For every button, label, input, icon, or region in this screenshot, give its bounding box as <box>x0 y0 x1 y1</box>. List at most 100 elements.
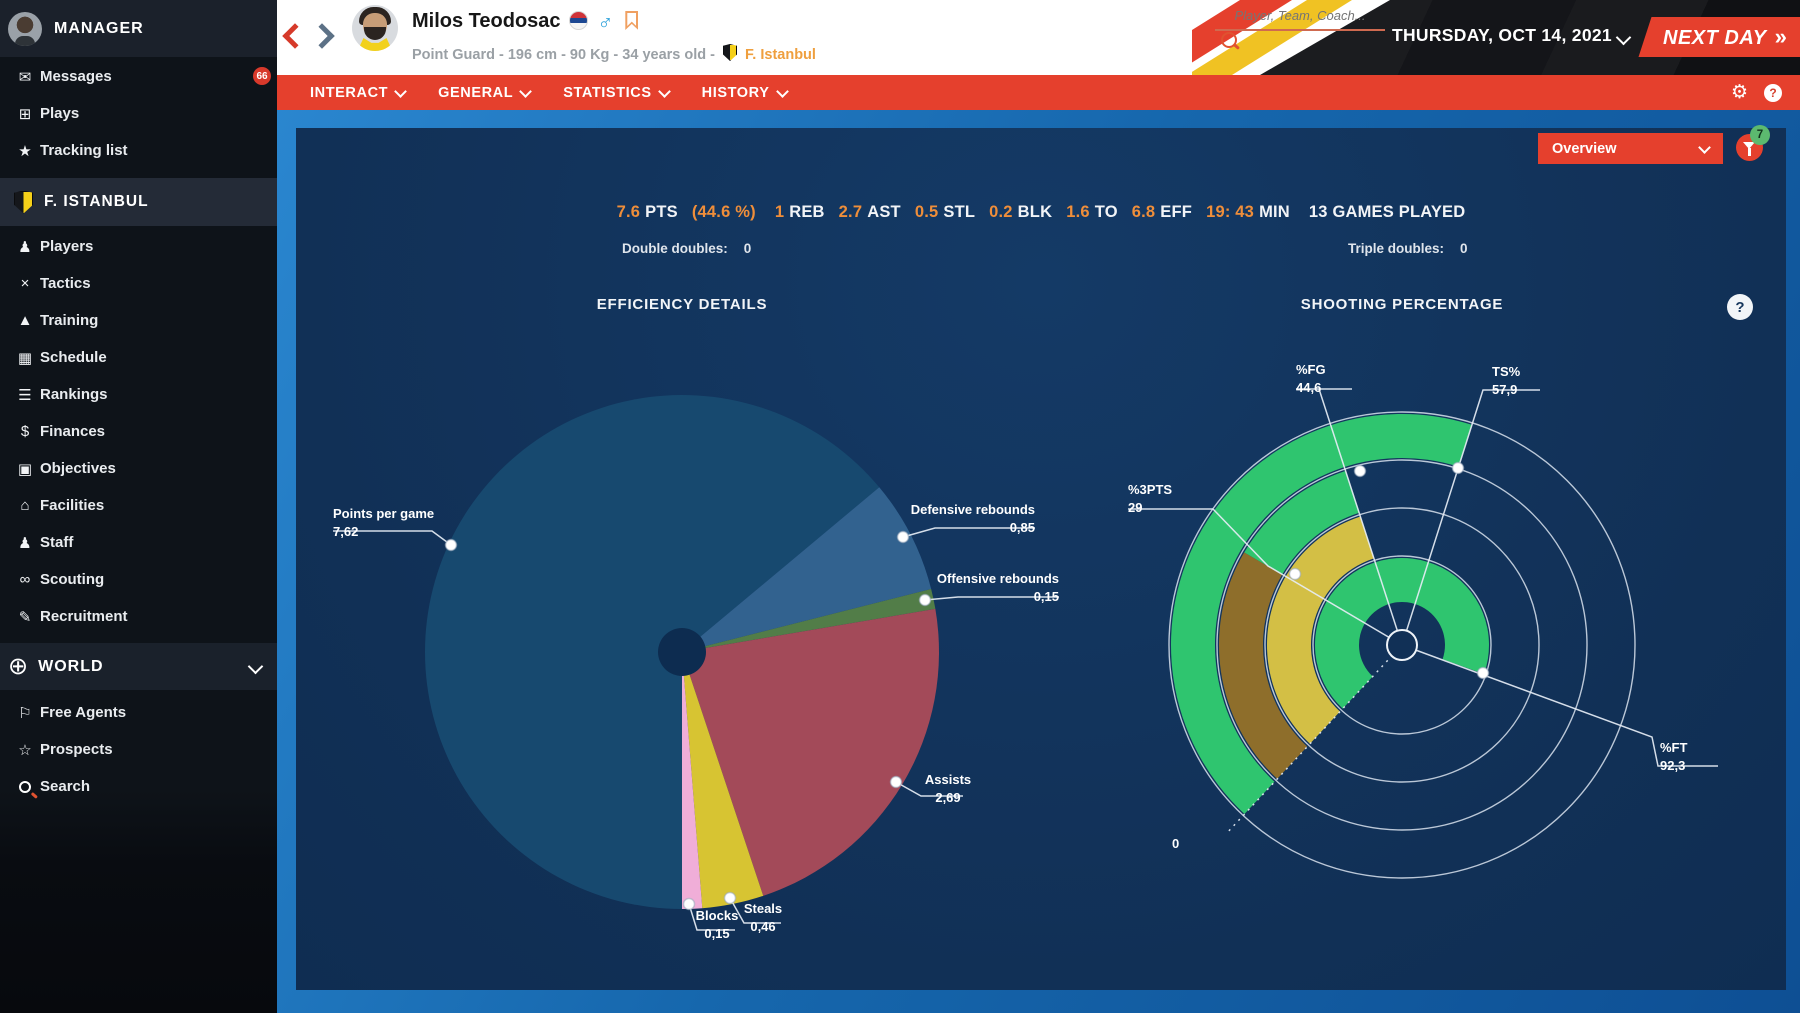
pie-label-offensive-rebounds: Offensive rebounds 0,15 <box>936 571 1059 604</box>
chevron-down-icon <box>775 84 789 98</box>
chevron-down-icon <box>657 84 671 98</box>
sidebar: MANAGER ✉ Messages 66 ⊞ Plays ★ Tracking… <box>0 0 277 1013</box>
radial-zero-label: 0 <box>1172 836 1180 851</box>
menu-interact[interactable]: INTERACT <box>310 84 407 101</box>
avatar-jersey <box>357 38 393 51</box>
sidebar-item-recruitment[interactable]: ✎ Recruitment <box>0 598 277 635</box>
player-subtitle: Point Guard - 196 cm - 90 Kg - 34 years … <box>412 44 816 63</box>
sidebar-item-search[interactable]: Search <box>0 768 277 805</box>
triple-doubles: Triple doubles: 0 <box>1348 241 1468 256</box>
search-input[interactable] <box>1215 4 1385 31</box>
back-chevron-icon[interactable] <box>282 23 308 49</box>
globe-icon: ⊕ <box>8 653 29 680</box>
player-name: Milos Teodosac ♂ <box>412 10 639 35</box>
current-date[interactable]: THURSDAY, OCT 14, 2021 <box>1392 25 1612 45</box>
menu-bar-right: ⚙ ? <box>1731 75 1782 110</box>
radial-label-3pts: %3PTS 29 <box>1128 482 1173 515</box>
briefcase-icon: ▣ <box>17 460 33 478</box>
charts-canvas <box>333 388 1718 931</box>
world-label: WORLD <box>38 657 104 675</box>
chevron-down-icon <box>394 84 407 98</box>
double-arrow-icon: » <box>1774 24 1788 49</box>
sidebar-item-staff[interactable]: ♟ Staff <box>0 524 277 561</box>
stat-segment: 7.6 PTS <box>616 203 678 221</box>
bookmark-icon[interactable] <box>625 11 639 30</box>
sidebar-item-finances[interactable]: $ Finances <box>0 413 277 450</box>
sidebar-item-scouting[interactable]: ∞ Scouting <box>0 561 277 598</box>
stat-segment: 0.2 BLK <box>989 203 1053 221</box>
calendar-icon: ▦ <box>17 349 33 367</box>
rankings-bars-icon: ☰ <box>18 386 32 404</box>
chart-help-icon[interactable]: ? <box>1727 294 1753 320</box>
messages-icon: ✉ <box>18 68 32 86</box>
sidebar-item-messages[interactable]: ✉ Messages 66 <box>0 58 277 95</box>
tactics-icon: × <box>20 275 30 292</box>
pie-label-assists: Assists 2,69 <box>924 772 972 805</box>
search-area <box>1215 4 1411 49</box>
pie-label-points: Points per game 7,62 <box>333 506 435 539</box>
contract-pen-icon: ✎ <box>18 608 32 626</box>
sidebar-item-training[interactable]: ▲ Training <box>0 302 277 339</box>
team-label: F. ISTANBUL <box>44 193 149 210</box>
shooting-chart-title: SHOOTING PERCENTAGE <box>1300 296 1504 313</box>
sidebar-item-plays[interactable]: ⊞ Plays <box>0 95 277 132</box>
male-symbol-icon[interactable]: ♂ <box>597 11 614 34</box>
efficiency-chart-title: EFFICIENCY DETAILS <box>596 296 768 313</box>
chevron-down-icon <box>247 658 264 675</box>
sidebar-item-prospects[interactable]: ☆ Prospects <box>0 731 277 768</box>
view-selector-dropdown[interactable]: Overview <box>1538 133 1723 164</box>
sidebar-item-players[interactable]: ♟ Players <box>0 228 277 265</box>
menu-general[interactable]: GENERAL <box>438 84 533 101</box>
date-chevron-icon[interactable] <box>1615 29 1632 48</box>
search-magnifier-icon[interactable] <box>1221 31 1237 48</box>
prospect-star-icon: ☆ <box>18 741 32 759</box>
search-icon <box>10 778 40 795</box>
next-day-button[interactable]: NEXT DAY» <box>1638 17 1800 57</box>
sidebar-item-free-agents[interactable]: ⚐ Free Agents <box>0 694 277 731</box>
team-shield-small-icon <box>723 44 738 61</box>
building-icon: ⌂ <box>20 497 30 514</box>
pie-label-blocks: Blocks 0,15 <box>695 908 739 941</box>
sidebar-item-objectives[interactable]: ▣ Objectives <box>0 450 277 487</box>
stat-segment: 1 REB <box>774 203 825 221</box>
sidebar-item-facilities[interactable]: ⌂ Facilities <box>0 487 277 524</box>
stat-segment: 0.5 STL <box>914 203 976 221</box>
star-icon: ★ <box>18 142 32 160</box>
top-header-bar: Milos Teodosac ♂ Point Guard - 196 cm - 9… <box>277 0 1800 75</box>
stat-segment: 6.8 EFF <box>1131 203 1193 221</box>
messages-badge: 66 <box>253 67 271 85</box>
stat-segment: 13 GAMES PLAYED <box>1308 203 1466 221</box>
filter-count-badge: 7 <box>1750 125 1770 145</box>
sidebar-item-rankings[interactable]: ☰ Rankings <box>0 376 277 413</box>
manager-avatar <box>8 11 42 46</box>
radial-label-ts: TS% 57,9 <box>1492 364 1521 397</box>
serbia-flag-icon <box>568 11 588 30</box>
training-cone-icon: ▲ <box>17 312 33 329</box>
chevron-down-icon <box>519 84 533 98</box>
radial-label-fg: %FG 44,6 <box>1296 362 1326 395</box>
stat-segment: 2.7 AST <box>838 203 901 221</box>
sidebar-manager-header[interactable]: MANAGER <box>0 0 277 57</box>
pie-label-steals: Steals 0,46 <box>743 901 783 934</box>
sidebar-item-tracking-list[interactable]: ★ Tracking list <box>0 132 277 169</box>
funnel-icon <box>1743 142 1755 156</box>
player-team-link[interactable]: F. Istanbul <box>745 47 816 63</box>
manager-label: MANAGER <box>54 19 144 37</box>
player-avatar <box>352 5 398 51</box>
pie-label-defensive-rebounds: Defensive rebounds 0,85 <box>910 502 1035 535</box>
sidebar-team-header[interactable]: F. ISTANBUL <box>0 178 277 226</box>
sidebar-world-header[interactable]: ⊕ WORLD <box>0 643 277 690</box>
menu-history[interactable]: HISTORY <box>702 84 789 101</box>
forward-chevron-icon[interactable] <box>309 23 335 49</box>
binoculars-icon: ∞ <box>19 571 31 588</box>
sidebar-item-tactics[interactable]: × Tactics <box>0 265 277 302</box>
double-doubles: Double doubles: 0 <box>622 241 752 256</box>
gear-icon[interactable]: ⚙ <box>1730 82 1748 103</box>
help-icon[interactable]: ? <box>1764 83 1782 102</box>
sidebar-item-schedule[interactable]: ▦ Schedule <box>0 339 277 376</box>
menu-statistics[interactable]: STATISTICS <box>563 84 671 101</box>
radial-label-ft: %FT 92,3 <box>1660 740 1688 773</box>
plays-icon: ⊞ <box>18 105 32 123</box>
chevron-down-icon <box>1698 141 1711 154</box>
